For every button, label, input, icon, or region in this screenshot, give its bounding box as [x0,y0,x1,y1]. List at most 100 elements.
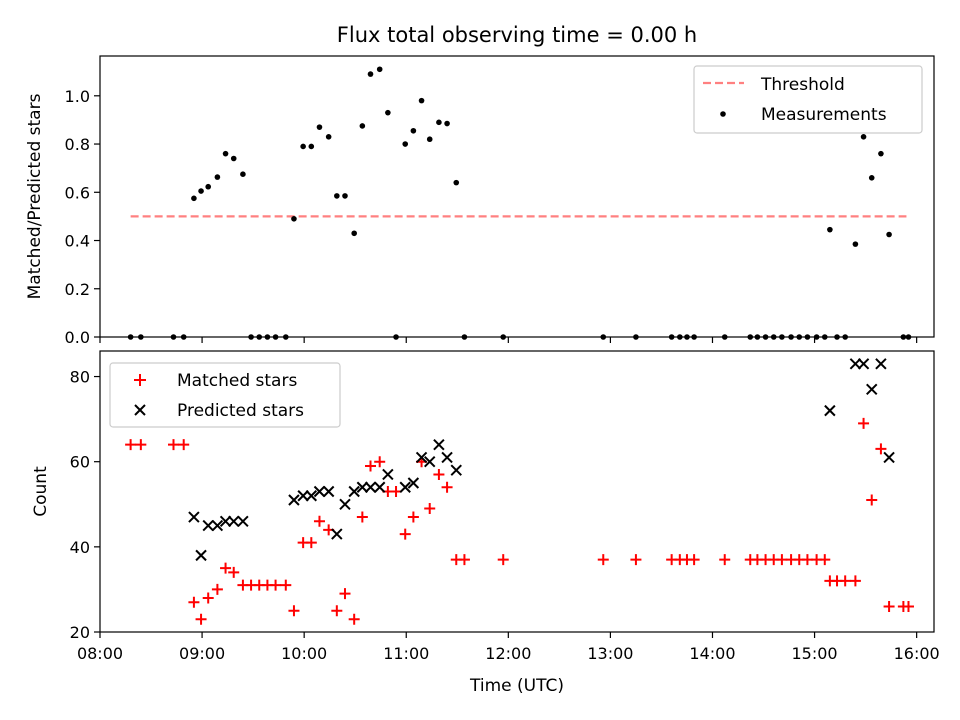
data-point [860,134,867,140]
x-tick-label: 14:00 [689,644,735,663]
legend-box [109,362,341,428]
data-point [376,66,383,73]
data-point [313,515,325,527]
data-point [188,511,200,523]
data-point [858,417,870,429]
data-point [883,451,895,464]
ratio-panel: 0.0 0.2 0.4 0.6 0.8 1.0 Matched/Predicted star… [25,55,935,347]
count-panel: 20 40 60 80 08:00 09:00 10:00 11:00 12:00 13:00 14… [31,350,940,696]
data-point [875,443,887,455]
x-tick-label: 11:00 [383,644,429,663]
data-point [875,358,887,370]
x-tick-label: 12:00 [485,644,531,663]
data-point [135,439,147,451]
data-point [202,592,214,604]
data-point [342,193,348,199]
data-point [630,554,642,566]
data-point [597,554,609,566]
data-point [348,485,360,498]
y-tick-label: 20 [70,623,90,642]
data-point [374,456,386,468]
data-point [191,195,197,202]
data-point [178,439,190,451]
legend-label: Matched stars [177,371,297,391]
data-point [410,127,417,134]
data-point [433,438,445,451]
x-tick-label: 08:00 [77,644,123,663]
data-point [453,179,460,186]
y-tick-label: 0.8 [65,135,90,154]
data-point [385,109,391,116]
data-point [195,549,207,562]
y-tick-label: 0.0 [65,328,90,347]
data-point [351,230,357,237]
y-tick-label: 0.4 [65,232,90,251]
data-point [883,600,895,612]
data-point [849,575,861,587]
data-point [237,515,249,528]
data-point [356,481,369,493]
data-point [167,439,179,451]
legend-measurements-swatch [720,111,726,117]
data-point [228,566,240,578]
data-point [426,136,433,143]
data-point [240,171,246,177]
data-point [458,554,470,566]
data-point [688,554,700,566]
data-point [214,174,221,180]
data-point [407,477,420,489]
legend-box [693,65,923,134]
data-point [878,150,884,157]
data-point [288,494,300,506]
data-point [367,71,374,77]
data-point [866,383,878,396]
data-point [202,519,214,532]
data-point [868,175,875,181]
data-point [230,155,237,162]
data-point [418,97,425,104]
data-point [331,605,343,617]
data-point [776,554,788,566]
data-point [852,241,859,247]
data-point [433,468,445,480]
data-point [195,613,207,625]
data-point [801,554,813,566]
data-point [198,188,204,194]
y-tick-label: 0.6 [65,183,90,202]
data-point [339,588,351,600]
data-point [399,528,411,540]
data-point [839,575,851,587]
data-point [827,226,833,233]
y-tick-label: 80 [70,368,90,387]
legend-label: Predicted stars [177,401,304,421]
data-point [334,193,340,199]
data-point [719,554,731,566]
data-point [399,481,411,493]
x-axis-label: Time (UTC) [469,676,564,696]
x-tick-label: 09:00 [179,644,225,663]
legend-label: Threshold [760,75,845,95]
data-point [356,511,368,523]
legend-label: Measurements [761,105,887,125]
data-point [857,358,870,370]
data-point [280,579,292,591]
data-point [325,134,332,140]
legend-matched-swatch [134,374,146,386]
data-point [441,451,453,464]
data-point [313,485,326,498]
data-point [188,596,200,608]
legend-predicted-swatch [134,404,146,416]
data-point [365,460,377,472]
x-tick-label: 16:00 [894,644,940,663]
data-point [322,485,335,498]
data-point [339,498,351,510]
data-point [297,490,309,502]
data-point [228,515,240,528]
data-point [373,481,386,493]
data-point [382,468,394,481]
data-point [125,439,137,451]
data-point [415,451,428,464]
data-point [222,150,229,157]
data-point [402,141,409,147]
data-point [436,119,442,126]
